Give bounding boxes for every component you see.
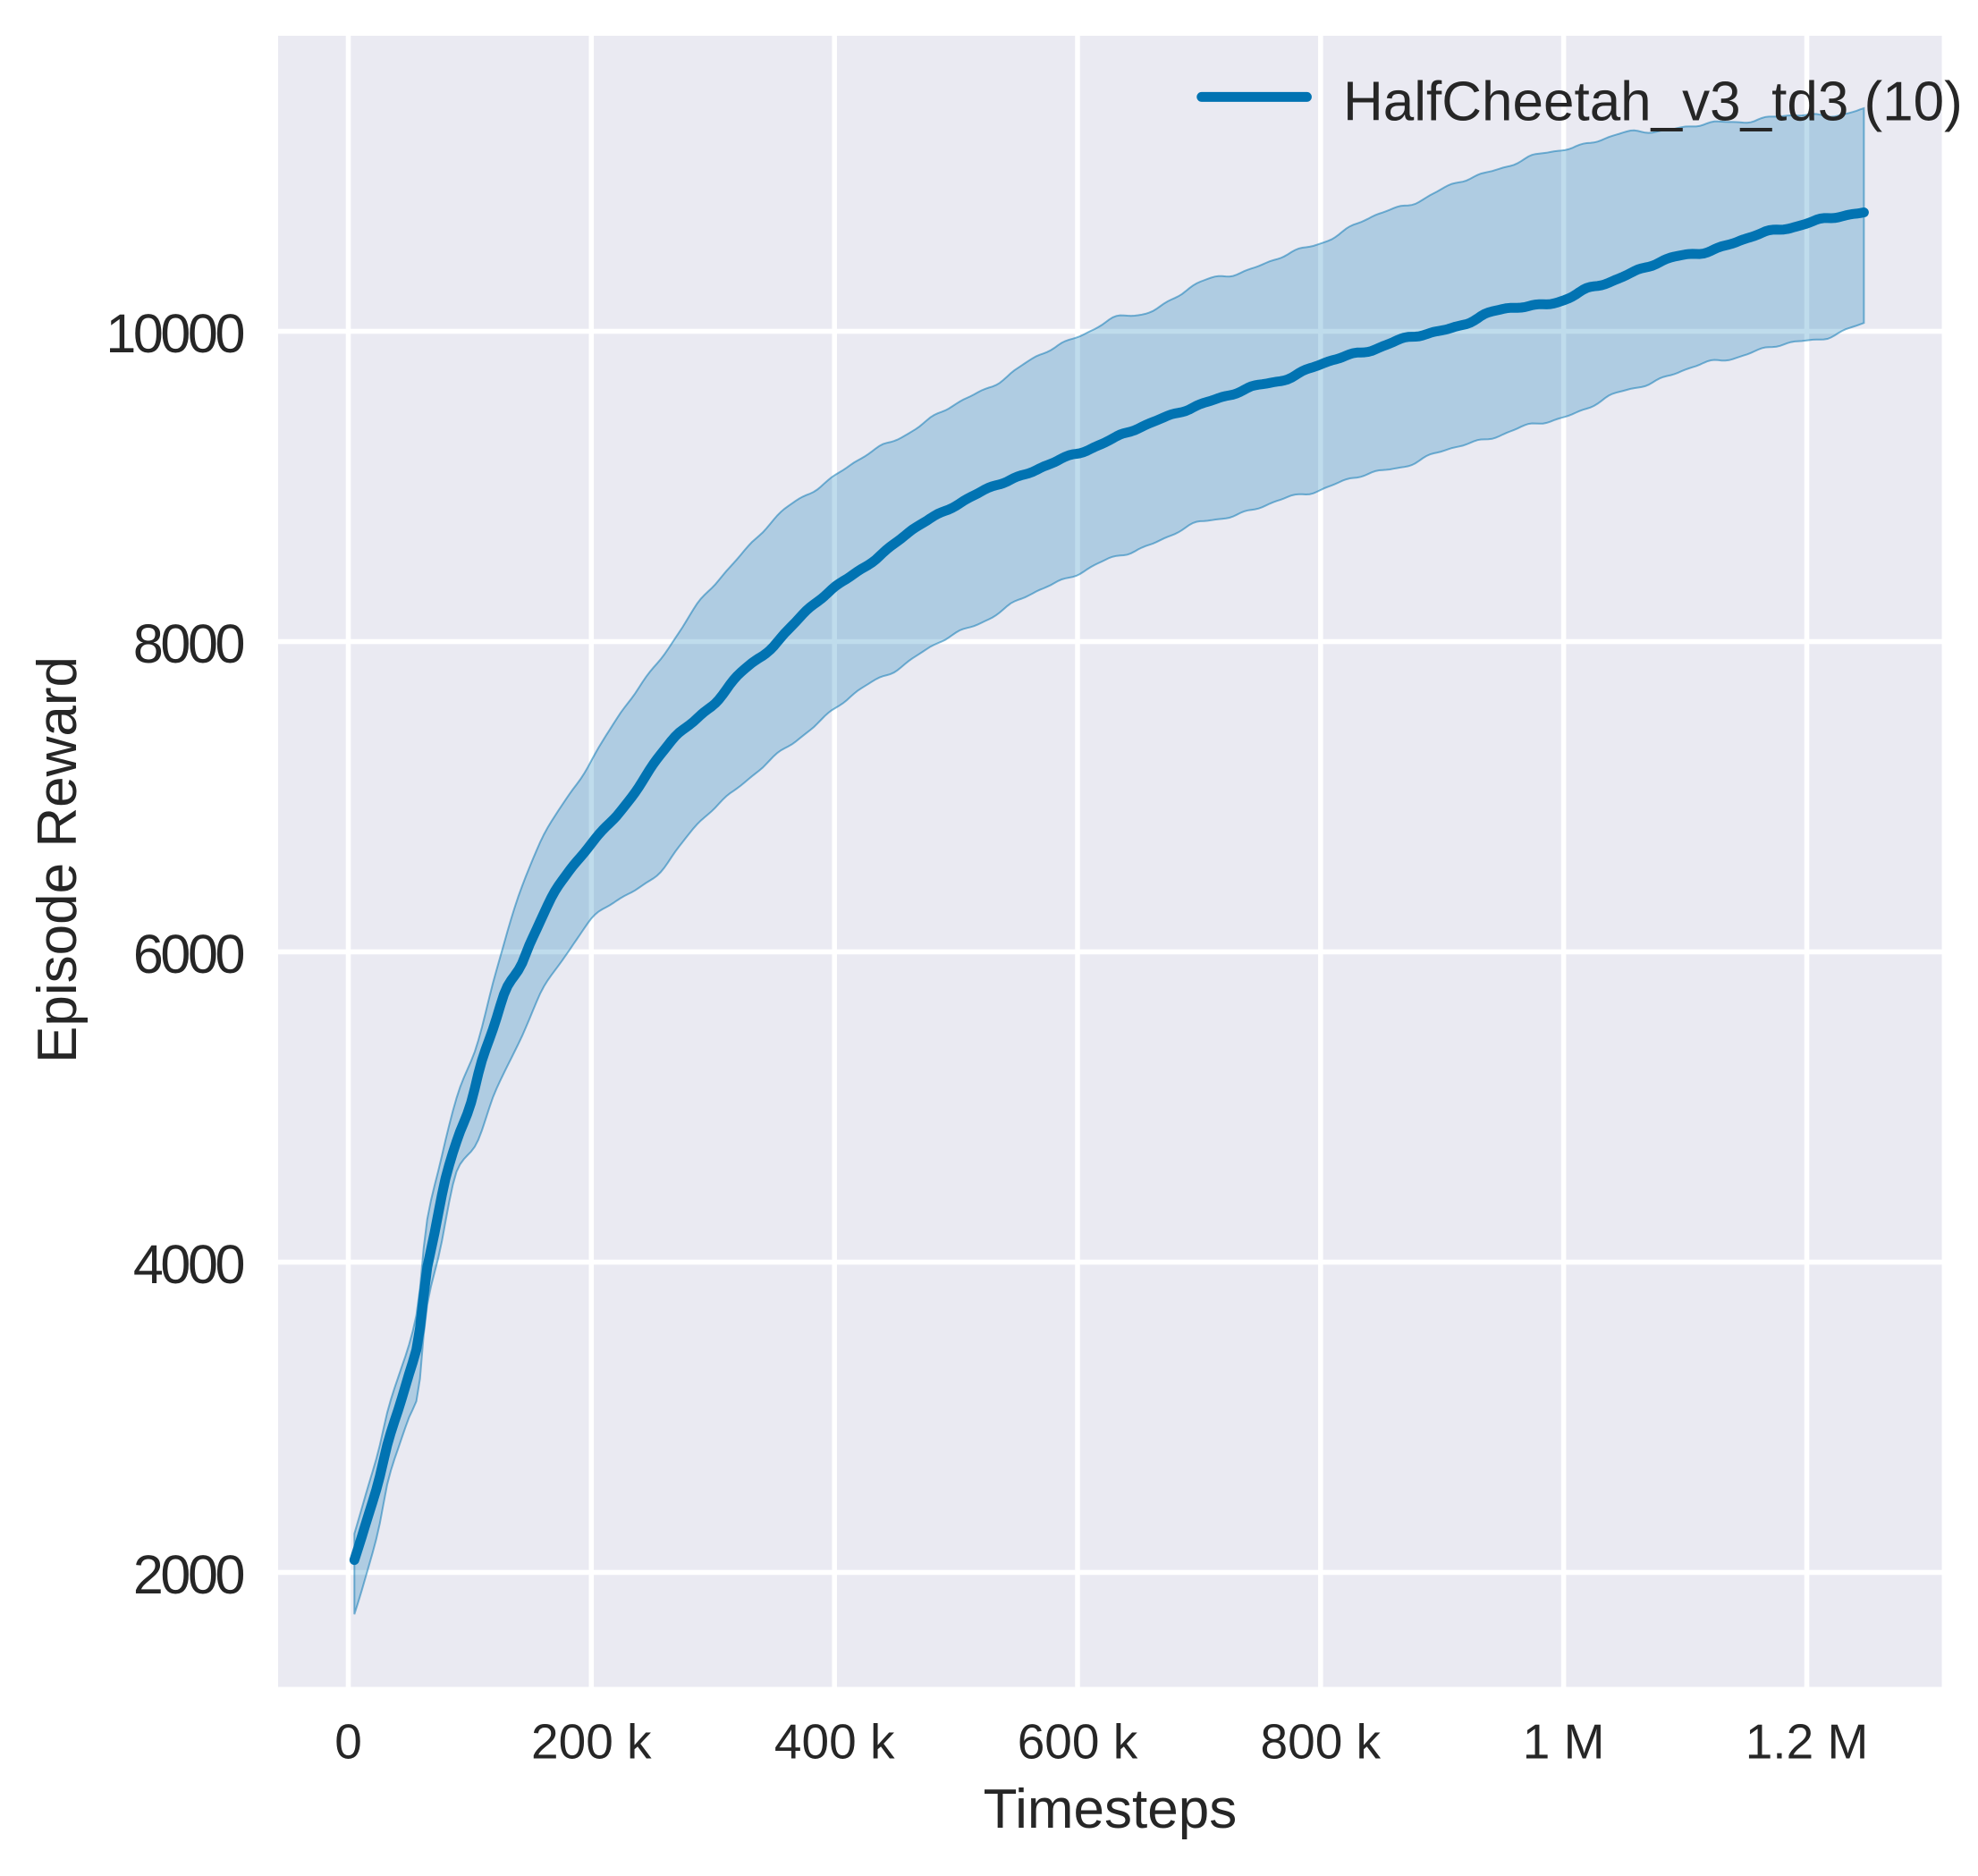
svg-text:800 k: 800 k <box>1261 1714 1382 1770</box>
svg-text:200 k: 200 k <box>531 1714 652 1770</box>
svg-text:HalfCheetah_v3_td3 (10): HalfCheetah_v3_td3 (10) <box>1343 71 1963 132</box>
svg-text:Episode Reward: Episode Reward <box>27 656 89 1063</box>
svg-text:8000: 8000 <box>133 613 244 674</box>
svg-text:1.2 M: 1.2 M <box>1746 1714 1869 1770</box>
svg-text:6000: 6000 <box>133 924 244 984</box>
svg-text:2000: 2000 <box>133 1544 244 1605</box>
svg-text:Timesteps: Timesteps <box>984 1779 1238 1840</box>
svg-text:1 M: 1 M <box>1523 1714 1605 1770</box>
svg-text:10000: 10000 <box>106 303 243 364</box>
svg-text:600 k: 600 k <box>1018 1714 1138 1770</box>
svg-text:400 k: 400 k <box>774 1714 895 1770</box>
svg-text:0: 0 <box>334 1714 362 1770</box>
svg-text:4000: 4000 <box>133 1234 244 1295</box>
